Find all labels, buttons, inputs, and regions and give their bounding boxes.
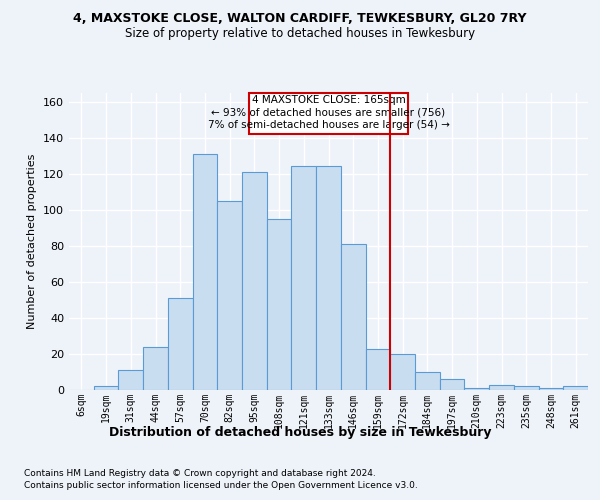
Bar bbox=[143, 346, 168, 390]
Bar bbox=[341, 244, 365, 390]
FancyBboxPatch shape bbox=[250, 92, 407, 134]
Text: Contains public sector information licensed under the Open Government Licence v3: Contains public sector information licen… bbox=[24, 481, 418, 490]
Bar bbox=[118, 370, 143, 390]
Bar bbox=[168, 298, 193, 390]
Bar bbox=[440, 379, 464, 390]
Text: Size of property relative to detached houses in Tewkesbury: Size of property relative to detached ho… bbox=[125, 28, 475, 40]
Text: ← 93% of detached houses are smaller (756): ← 93% of detached houses are smaller (75… bbox=[211, 108, 446, 118]
Bar bbox=[316, 166, 341, 390]
Bar bbox=[563, 386, 588, 390]
Bar bbox=[94, 386, 118, 390]
Bar bbox=[390, 354, 415, 390]
Bar bbox=[539, 388, 563, 390]
Bar bbox=[217, 200, 242, 390]
Bar bbox=[193, 154, 217, 390]
Text: 4 MAXSTOKE CLOSE: 165sqm: 4 MAXSTOKE CLOSE: 165sqm bbox=[251, 95, 406, 105]
Bar bbox=[365, 348, 390, 390]
Bar bbox=[292, 166, 316, 390]
Bar bbox=[242, 172, 267, 390]
Bar bbox=[514, 386, 539, 390]
Text: 4, MAXSTOKE CLOSE, WALTON CARDIFF, TEWKESBURY, GL20 7RY: 4, MAXSTOKE CLOSE, WALTON CARDIFF, TEWKE… bbox=[73, 12, 527, 26]
Bar bbox=[267, 218, 292, 390]
Bar bbox=[489, 384, 514, 390]
Y-axis label: Number of detached properties: Number of detached properties bbox=[28, 154, 37, 329]
Bar bbox=[415, 372, 440, 390]
Text: Distribution of detached houses by size in Tewkesbury: Distribution of detached houses by size … bbox=[109, 426, 491, 439]
Text: Contains HM Land Registry data © Crown copyright and database right 2024.: Contains HM Land Registry data © Crown c… bbox=[24, 469, 376, 478]
Text: 7% of semi-detached houses are larger (54) →: 7% of semi-detached houses are larger (5… bbox=[208, 120, 449, 130]
Bar bbox=[464, 388, 489, 390]
